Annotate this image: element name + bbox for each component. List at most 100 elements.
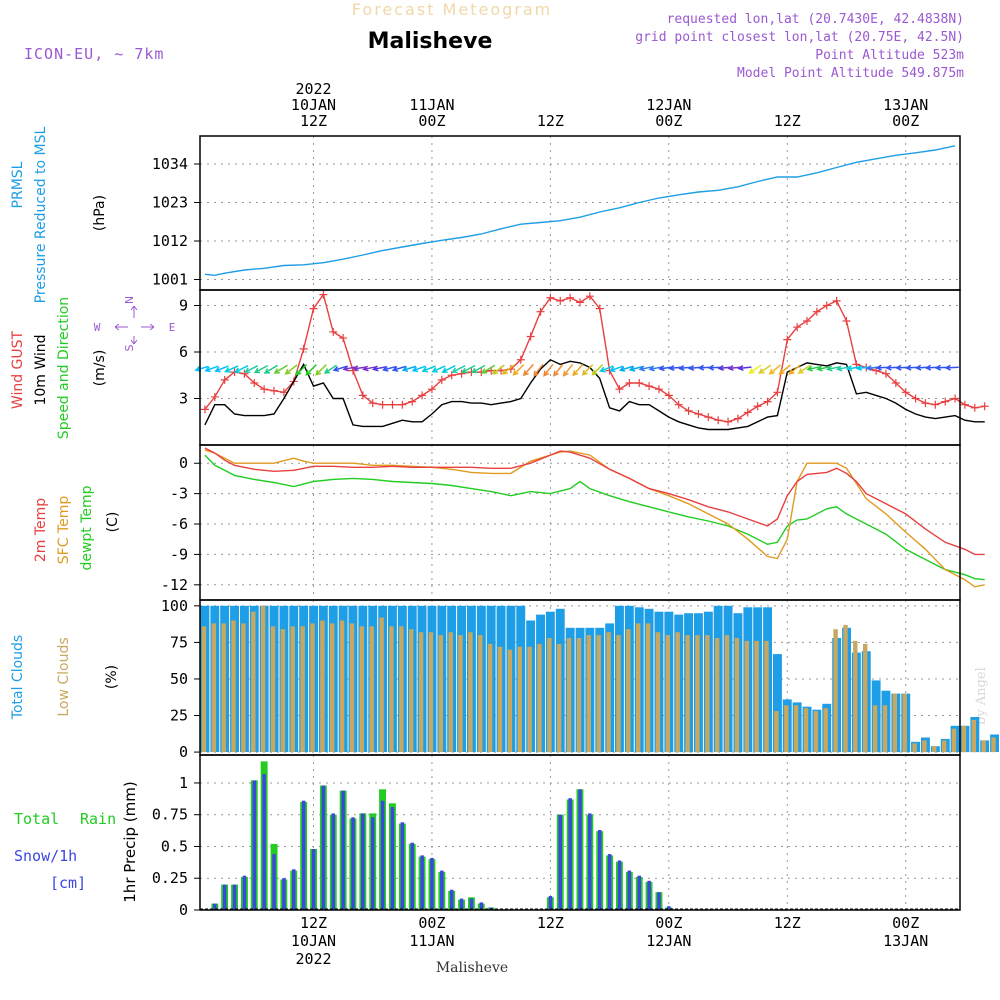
gust-point-marker (210, 392, 219, 401)
low-clouds-bar (596, 635, 601, 753)
snow-bar (578, 789, 582, 910)
panel-clouds: 0 25 50 75 100 Total Clouds Low Clouds (%) (10, 597, 999, 761)
wind-direction-arrow (243, 365, 259, 373)
sfc-temp-label: SFC Temp (56, 496, 72, 565)
wind-direction-arrow (431, 365, 446, 373)
wind-direction-arrow (522, 363, 534, 377)
gust-point-marker (309, 304, 318, 313)
top-time-label: 11JAN (409, 96, 454, 114)
gust-point-marker (299, 344, 308, 353)
low-clouds-bar (310, 623, 315, 753)
low-clouds-bar (912, 743, 917, 753)
low-clouds-bar (537, 643, 542, 753)
low-clouds-bar (507, 649, 513, 753)
snow-bar (213, 903, 217, 910)
snow-bar (637, 875, 641, 910)
gust-point-marker (250, 379, 259, 387)
y-tick-label: -3 (170, 485, 188, 503)
gust-point-marker (358, 391, 367, 400)
gust-point-marker (329, 327, 338, 336)
low-clouds-bar (438, 635, 443, 753)
low-clouds-bar (320, 620, 325, 753)
snow-bar (410, 842, 414, 910)
gust-point-marker (654, 385, 663, 394)
low-clouds-bar (705, 635, 710, 753)
low-clouds-bar (409, 629, 414, 752)
snow-bar (627, 870, 632, 910)
low-clouds-bar (942, 740, 947, 753)
super-title: Forecast Meteogram (352, 0, 552, 19)
y-tick-label: 50 (170, 670, 188, 688)
compass-east-label: E (169, 321, 176, 334)
gust-point-marker (881, 369, 890, 378)
y-tick-label: 1001 (152, 271, 188, 289)
bottom-time-label: 00Z (892, 914, 919, 932)
snow-bar (558, 814, 562, 910)
compass-rose-icon: N S W E (94, 296, 176, 352)
gust-point-marker (279, 388, 288, 397)
snow-bar (588, 813, 592, 910)
bottom-time-label: 00Z (655, 914, 682, 932)
wind-direction-arrow (816, 365, 831, 372)
top-time-label: 2022 (295, 80, 331, 98)
low-clouds-bar (290, 626, 295, 753)
y-tick-label: 1 (179, 774, 188, 792)
temp-unit-label: (C) (105, 512, 121, 533)
low-clouds-bar (260, 605, 266, 752)
grid-point-location: grid point closest lon,lat (20.75E, 42.5… (635, 30, 964, 45)
gust-point-marker (753, 402, 762, 411)
compass-west-label: W (94, 321, 101, 334)
bottom-time-label: 10JAN (291, 932, 336, 950)
header: Forecast Meteogram Malisheve ICON-EU, ~ … (24, 0, 989, 976)
gust-point-marker (437, 375, 446, 384)
gust-point-marker (556, 296, 565, 305)
low-clouds-bar (665, 635, 670, 753)
y-tick-label: 3 (179, 390, 188, 408)
wind-direction-arrow (305, 364, 317, 376)
snow-bar (252, 780, 257, 910)
low-clouds-bar (784, 705, 789, 753)
low-clouds-bar (961, 725, 967, 753)
bottom-time-label: 12Z (537, 914, 564, 932)
snow-bar (667, 906, 671, 910)
gust-point-marker (576, 298, 584, 307)
low-clouds-bar (478, 635, 483, 753)
gust-point-marker (704, 413, 713, 422)
low-clouds-bar (418, 632, 424, 753)
gust-point-marker (911, 394, 920, 403)
low-clouds-bar (586, 635, 591, 753)
low-clouds-bar (300, 626, 305, 753)
panel-precip: 0 0.25 0.5 0.75 1 Total Rain Snow/1h [cm] 1hr Pre… (14, 754, 961, 919)
wind-direction-arrow (411, 365, 426, 373)
snow-bar (469, 898, 474, 910)
wind-direction-arrow (315, 364, 327, 376)
total-rain-legend-word: Rain (80, 810, 116, 828)
gust-point-marker (684, 406, 693, 415)
panel-pressure: 1001 1012 1023 1034 PRMSL Pressure Reduced to… (10, 126, 961, 303)
wind-direction-arrow (778, 364, 791, 375)
snow-bar (341, 790, 345, 910)
compass-south-label: S (123, 344, 136, 351)
low-clouds-bar (636, 623, 641, 753)
gust-point-marker (388, 400, 397, 409)
wind-direction-arrow (758, 364, 772, 374)
low-clouds-bar (616, 635, 621, 753)
bottom-time-label: 11JAN (409, 932, 454, 950)
snow-bar (371, 817, 375, 910)
low-clouds-bar (211, 623, 216, 753)
low-clouds-bar (902, 693, 907, 753)
gust-series-line (204, 292, 985, 423)
wind-direction-arrow (233, 365, 249, 373)
low-clouds-bar (566, 638, 572, 753)
wind-direction-label: Speed and Direction (56, 297, 72, 439)
gust-point-marker (270, 386, 279, 395)
low-clouds-bar (793, 705, 799, 753)
low-clouds-bar (221, 623, 226, 753)
gust-point-marker (427, 385, 436, 394)
y-tick-label: 1034 (152, 155, 188, 173)
total-clouds-label: Total Clouds (10, 635, 26, 720)
low-clouds-bar (517, 646, 522, 753)
snow-unit-label: [cm] (50, 874, 86, 892)
snow-bar (430, 857, 434, 910)
snow-bar (607, 854, 612, 910)
